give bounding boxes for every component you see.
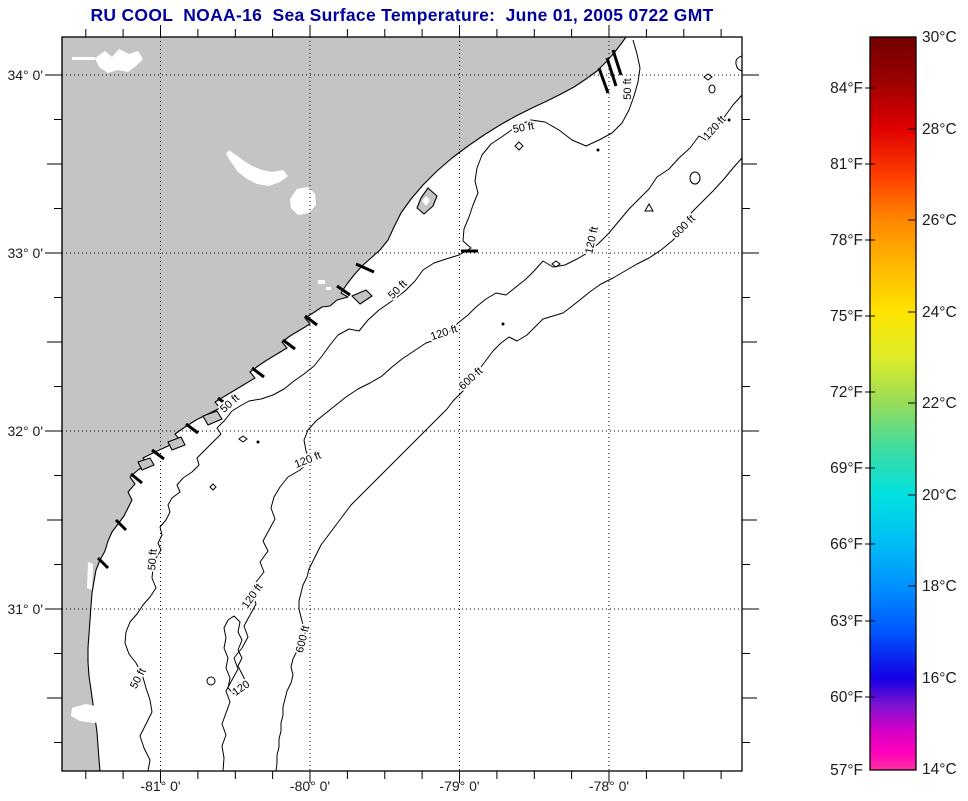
x-axis-tick-label: -78° 0'	[589, 778, 629, 794]
figure-title: RU COOL NOAA-16 Sea Surface Temperature:…	[90, 5, 713, 25]
fahrenheit-label: 75°F	[830, 308, 863, 325]
fahrenheit-label: 60°F	[830, 689, 863, 706]
contour-120ft-closed-loop	[223, 615, 247, 695]
lake	[71, 704, 111, 723]
colorbar: 30°C 28°C 26°C 24°C 22°C 20°C 18°C 16°C 14°C 84°F…	[830, 29, 957, 779]
celsius-label: 30°C	[922, 29, 957, 46]
speck	[703, 73, 713, 81]
axis-labels: -81° 0' -80° 0' -79° 0' -78° 0' 34° 0' 33° 0'…	[7, 67, 629, 794]
marsh-mark	[282, 338, 296, 351]
x-axis-tick-label: -81° 0'	[140, 778, 180, 794]
fahrenheit-label: 72°F	[830, 384, 863, 401]
fahrenheit-label: 63°F	[830, 613, 863, 630]
celsius-label: 28°C	[922, 121, 957, 138]
speck	[238, 435, 248, 443]
lake	[95, 49, 143, 73]
contour-120ft-line	[221, 94, 743, 772]
marsh-mark	[611, 49, 623, 76]
speck	[644, 202, 654, 212]
island	[137, 457, 155, 471]
marsh-mark	[304, 314, 318, 327]
speck	[209, 483, 217, 491]
celsius-label: 26°C	[922, 212, 957, 229]
marsh-mark	[151, 448, 165, 461]
marsh-mark	[96, 556, 110, 570]
marsh-mark	[251, 366, 265, 379]
fahrenheit-label: 81°F	[830, 156, 863, 173]
celsius-label: 14°C	[922, 761, 957, 778]
axis-ticks	[45, 25, 759, 783]
x-axis-tick-label: -80° 0'	[290, 778, 330, 794]
fahrenheit-label: 57°F	[830, 762, 863, 779]
marsh-mark	[336, 284, 351, 297]
lagoon	[422, 196, 430, 206]
speck	[551, 260, 561, 268]
y-axis-tick-label: 33° 0'	[7, 245, 43, 261]
contour-depth-label: 50 ft	[512, 120, 535, 136]
colorbar-frame	[869, 36, 917, 771]
marsh-mark	[217, 396, 231, 409]
land	[61, 36, 627, 772]
marsh-mark	[597, 67, 610, 94]
speck	[596, 148, 600, 152]
lake	[226, 150, 288, 186]
speck	[256, 440, 260, 444]
lakes	[71, 49, 331, 723]
x-axis-tick-label: -79° 0'	[439, 778, 479, 794]
sea-islands	[137, 289, 373, 471]
fahrenheit-label: 78°F	[830, 232, 863, 249]
contour-depth-label: 50 ft	[146, 549, 160, 571]
map-frame	[61, 36, 743, 772]
y-axis-tick-label: 31° 0'	[7, 601, 43, 617]
colorbar-labels: 30°C 28°C 26°C 24°C 22°C 20°C 18°C 16°C 14°C 84°F…	[830, 29, 957, 779]
coastal-marsh-marks	[96, 49, 623, 570]
lake	[72, 57, 95, 60]
celsius-label: 16°C	[922, 670, 957, 687]
speck	[727, 118, 731, 122]
contour-depth-label: 50 ft	[622, 78, 634, 99]
y-axis-tick-label: 34° 0'	[7, 67, 43, 83]
island	[202, 410, 223, 426]
speck	[501, 322, 505, 326]
lake	[326, 287, 331, 290]
contour-small-ring	[206, 676, 216, 686]
fahrenheit-label: 84°F	[830, 80, 863, 97]
marsh-mark	[605, 57, 618, 87]
speck	[708, 84, 716, 94]
bathymetry-contours	[124, 39, 743, 772]
y-axis-tick-label: 32° 0'	[7, 423, 43, 439]
speck	[514, 141, 524, 151]
fahrenheit-label: 66°F	[830, 536, 863, 553]
lake	[87, 562, 93, 590]
speck	[689, 171, 701, 185]
celsius-label: 24°C	[922, 304, 957, 321]
fahrenheit-label: 69°F	[830, 460, 863, 477]
ocean-specks	[209, 55, 743, 491]
graticule	[62, 37, 742, 771]
marsh-mark	[114, 518, 128, 532]
lake	[92, 618, 97, 625]
marsh-mark	[355, 262, 375, 274]
marsh-mark	[185, 422, 199, 435]
speck	[735, 55, 743, 72]
celsius-label: 18°C	[922, 578, 957, 595]
contour-600ft-line	[275, 157, 743, 772]
marsh-mark	[130, 472, 143, 485]
island	[167, 436, 186, 451]
lake	[318, 280, 325, 284]
contour-50ft-line	[124, 39, 641, 772]
island	[351, 289, 373, 305]
celsius-label: 20°C	[922, 487, 957, 504]
celsius-label: 22°C	[922, 395, 957, 412]
